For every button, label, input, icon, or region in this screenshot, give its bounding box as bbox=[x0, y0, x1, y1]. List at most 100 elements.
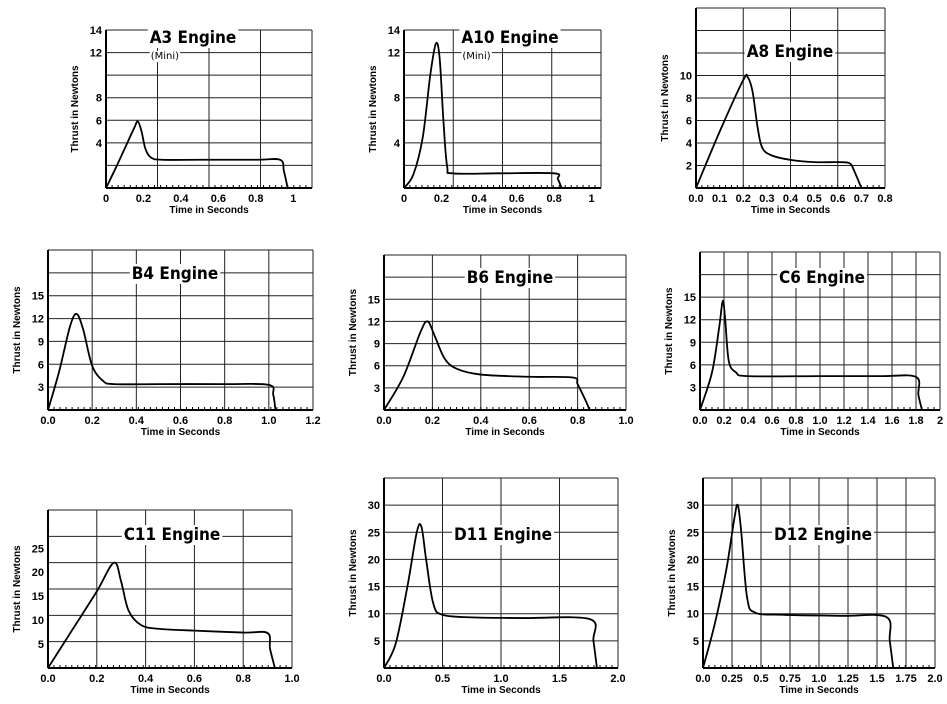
y-tick-label: 12 bbox=[90, 48, 102, 60]
chart-title: A8 Engine bbox=[747, 42, 834, 62]
thrust-curve bbox=[699, 300, 923, 411]
x-tick-label: 1.0 bbox=[493, 673, 508, 685]
x-tick-label: 0.25 bbox=[721, 673, 742, 685]
x-tick-label: 0.5 bbox=[435, 673, 450, 685]
x-tick-label: 0.4 bbox=[471, 193, 487, 205]
x-tick-label: 0.4 bbox=[173, 193, 189, 205]
y-tick-label: 4 bbox=[686, 138, 693, 150]
y-tick-label: 4 bbox=[96, 138, 103, 150]
thrust-curve bbox=[105, 120, 289, 189]
thrust-curve bbox=[702, 503, 895, 669]
x-axis-label: Time in Seconds bbox=[780, 427, 860, 438]
y-axis-label: Thrust in Newtons bbox=[348, 288, 359, 376]
x-tick-label: 0.8 bbox=[546, 193, 561, 205]
x-tick-label: 0.8 bbox=[570, 415, 585, 427]
y-tick-label: 6 bbox=[374, 361, 380, 373]
y-tick-label: 15 bbox=[687, 582, 699, 594]
y-tick-label: 20 bbox=[368, 554, 380, 566]
y-tick-label: 20 bbox=[687, 554, 699, 566]
y-tick-label: 30 bbox=[687, 500, 699, 512]
x-tick-label: 1 bbox=[589, 193, 595, 205]
chart-title: D12 Engine bbox=[774, 525, 872, 545]
y-tick-label: 3 bbox=[690, 382, 696, 394]
x-tick-label: 0.0 bbox=[376, 415, 391, 427]
engine-chart: 0.0 0.25 0.5 0.75 1.0 1.25 1.5 1.75 2.0 5 10 15 20 25… bbox=[667, 477, 943, 696]
x-tick-label: 2.0 bbox=[610, 673, 625, 685]
x-tick-label: 0.5 bbox=[806, 193, 821, 205]
y-tick-label: 15 bbox=[32, 591, 44, 603]
x-tick-label: 0.1 bbox=[712, 193, 727, 205]
x-tick-label: 0.3 bbox=[759, 193, 774, 205]
x-tick-label: 0.8 bbox=[217, 415, 232, 427]
x-tick-label: 0.4 bbox=[740, 415, 756, 427]
y-tick-label: 25 bbox=[687, 527, 699, 539]
engine-chart: 0.0 0.2 0.4 0.6 0.8 1.0 1.2 3 6 9 12 15 Time in Seco… bbox=[12, 249, 321, 438]
y-tick-label: 9 bbox=[38, 336, 44, 348]
x-tick-label: 0.0 bbox=[376, 673, 391, 685]
subtitle-background bbox=[149, 51, 181, 62]
engine-chart: 0.0 0.2 0.4 0.6 0.8 1.0 5 10 15 20 25 Time in Secon… bbox=[12, 509, 300, 696]
title-background bbox=[777, 268, 867, 288]
y-tick-label: 2 bbox=[686, 161, 692, 173]
y-tick-label: 10 bbox=[32, 615, 44, 627]
y-tick-label: 5 bbox=[38, 639, 44, 651]
y-tick-label: 9 bbox=[374, 339, 380, 351]
engine-chart: 0.0 0.1 0.2 0.3 0.4 0.5 0.6 0.7 0.8 2 4 6 8 10 Time in… bbox=[660, 7, 893, 216]
x-tick-label: 0.6 bbox=[173, 415, 188, 427]
x-axis-label: Time in Seconds bbox=[169, 205, 249, 216]
x-tick-label: 0.2 bbox=[736, 193, 751, 205]
x-tick-label: 0.6 bbox=[509, 193, 524, 205]
x-tick-label: 1.0 bbox=[812, 415, 827, 427]
x-tick-label: 0.5 bbox=[753, 673, 768, 685]
y-tick-label: 5 bbox=[693, 636, 699, 648]
y-tick-label: 25 bbox=[368, 527, 380, 539]
x-tick-label: 0.0 bbox=[695, 673, 710, 685]
x-tick-label: 0.2 bbox=[136, 193, 151, 205]
x-axis-label: Time in Seconds bbox=[779, 685, 859, 696]
y-tick-label: 14 bbox=[388, 25, 401, 37]
engine-chart: 0.0 0.2 0.4 0.6 0.8 1.0 3 6 9 12 15 Time in Seconds… bbox=[348, 254, 634, 438]
y-axis-label: Thrust in Newtons bbox=[667, 529, 678, 617]
x-tick-label: 1 bbox=[290, 193, 296, 205]
subtitle-background bbox=[461, 51, 492, 62]
x-axis-label: Time in Seconds bbox=[463, 205, 543, 216]
x-tick-label: 1.2 bbox=[305, 415, 320, 427]
thrust-curve bbox=[383, 523, 598, 669]
y-tick-label: 5 bbox=[374, 636, 380, 648]
title-background bbox=[451, 525, 555, 545]
x-axis-label: Time in Seconds bbox=[465, 427, 545, 438]
chart-title: A10 Engine bbox=[461, 28, 558, 48]
x-tick-label: 0.0 bbox=[688, 193, 703, 205]
x-tick-label: 0.75 bbox=[779, 673, 800, 685]
title-background bbox=[744, 42, 836, 62]
y-tick-label: 20 bbox=[32, 567, 44, 579]
x-tick-label: 0.2 bbox=[716, 415, 731, 427]
title-background bbox=[459, 28, 561, 48]
y-axis-label: Thrust in Newtons bbox=[368, 65, 379, 153]
y-tick-label: 14 bbox=[90, 25, 103, 37]
y-tick-label: 6 bbox=[96, 115, 102, 127]
chart-title: A3 Engine bbox=[150, 28, 237, 48]
x-tick-label: 1.5 bbox=[869, 673, 884, 685]
x-tick-label: 0.0 bbox=[40, 415, 55, 427]
y-tick-label: 10 bbox=[368, 609, 380, 621]
engine-chart: 0.0 0.5 1.0 1.5 2.0 5 10 15 20 25 30 Time in Second… bbox=[348, 477, 626, 696]
y-tick-label: 6 bbox=[38, 359, 44, 371]
thrust-curve bbox=[47, 561, 276, 669]
x-tick-label: 0.2 bbox=[89, 673, 104, 685]
y-tick-label: 12 bbox=[368, 316, 380, 328]
x-tick-label: 0.4 bbox=[473, 415, 489, 427]
x-tick-label: 0.6 bbox=[764, 415, 779, 427]
x-tick-label: 1.25 bbox=[837, 673, 858, 685]
engine-chart: 0.0 0.2 0.4 0.6 0.8 1.0 1.2 1.4 1.6 1.8 2 3 6 9 12 15 Ti… bbox=[664, 251, 943, 438]
y-tick-label: 15 bbox=[684, 292, 696, 304]
chart-title: C6 Engine bbox=[779, 268, 865, 288]
x-tick-label: 1.75 bbox=[895, 673, 916, 685]
x-tick-label: 0.2 bbox=[425, 415, 440, 427]
x-tick-label: 0.8 bbox=[236, 673, 251, 685]
y-axis-label: Thrust in Newtons bbox=[660, 54, 671, 142]
y-tick-label: 9 bbox=[690, 337, 696, 349]
y-tick-label: 8 bbox=[394, 93, 400, 105]
x-tick-label: 0.2 bbox=[85, 415, 100, 427]
